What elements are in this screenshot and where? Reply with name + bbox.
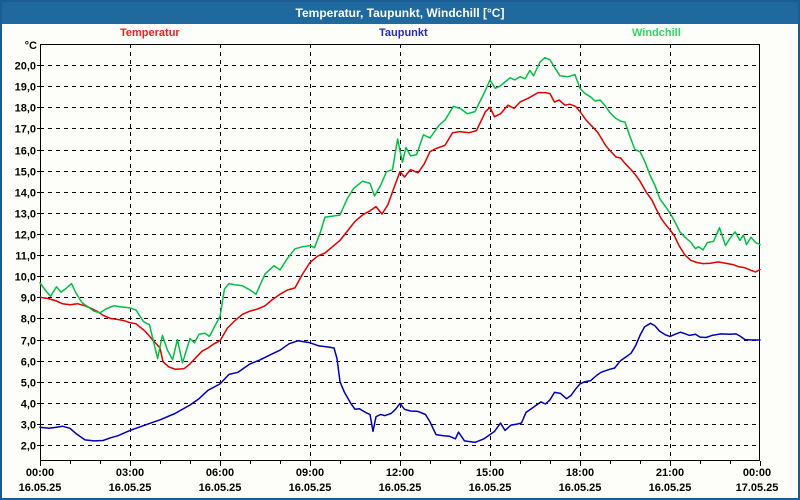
y-tick-label: 15,0 — [15, 167, 36, 179]
y-tick-label: 17,0 — [15, 124, 36, 136]
y-tick-label: 4,0 — [21, 399, 36, 411]
y-tick-label: 11,0 — [15, 251, 36, 263]
legend-item-windchill: Windchill — [632, 27, 681, 39]
x-tick-date-label: 16.05.25 — [109, 482, 152, 494]
series-line-temperatur — [39, 91, 761, 370]
x-tick-date-label: 16.05.25 — [19, 482, 62, 494]
y-tick-label: 2,0 — [21, 441, 36, 453]
y-tick-label: 6,0 — [21, 357, 36, 369]
x-tick-time-label: 03:00 — [116, 467, 144, 479]
x-tick-time-label: 18:00 — [566, 467, 594, 479]
chart-legend: Temperatur Taupunkt Windchill — [2, 27, 798, 43]
x-tick-time-label: 06:00 — [206, 467, 234, 479]
legend-item-taupunkt: Taupunkt — [379, 27, 428, 39]
y-tick-label: 19,0 — [15, 82, 36, 94]
y-tick-label: 3,0 — [21, 420, 36, 432]
title-bar: Temperatur, Taupunkt, Windchill [°C] — [2, 2, 798, 24]
y-tick-label: 9,0 — [21, 293, 36, 305]
x-tick-time-label: 00:00 — [743, 467, 771, 479]
x-tick-time-label: 21:00 — [656, 467, 684, 479]
y-tick-label: 18,0 — [15, 103, 36, 115]
y-tick-label: 16,0 — [15, 146, 36, 158]
x-tick-date-label: 17.05.25 — [736, 482, 779, 494]
plot-frame — [40, 44, 760, 461]
y-tick-label: 7,0 — [21, 336, 36, 348]
x-tick-date-label: 16.05.25 — [559, 482, 602, 494]
x-tick-time-label: 00:00 — [26, 467, 54, 479]
legend-item-temperatur: Temperatur — [120, 27, 180, 39]
x-tick-time-label: 12:00 — [386, 467, 414, 479]
x-tick-time-label: 15:00 — [476, 467, 504, 479]
y-tick-label: 14,0 — [15, 188, 36, 200]
series-line-taupunkt — [39, 322, 761, 444]
y-tick-label: 5,0 — [21, 378, 36, 390]
x-tick-date-label: 16.05.25 — [379, 482, 422, 494]
window-title: Temperatur, Taupunkt, Windchill [°C] — [295, 6, 505, 20]
y-tick-label: 8,0 — [21, 314, 36, 326]
y-axis-unit-label: °C — [25, 40, 37, 52]
x-tick-date-label: 16.05.25 — [469, 482, 512, 494]
x-tick-time-label: 09:00 — [296, 467, 324, 479]
x-tick-date-label: 16.05.25 — [289, 482, 332, 494]
y-tick-label: 20,0 — [15, 61, 36, 73]
y-tick-label: 10,0 — [15, 272, 36, 284]
x-tick-date-label: 16.05.25 — [199, 482, 242, 494]
x-tick-date-label: 16.05.25 — [649, 482, 692, 494]
y-tick-label: 13,0 — [15, 209, 36, 221]
series-line-windchill — [39, 56, 761, 364]
y-tick-label: 12,0 — [15, 230, 36, 242]
